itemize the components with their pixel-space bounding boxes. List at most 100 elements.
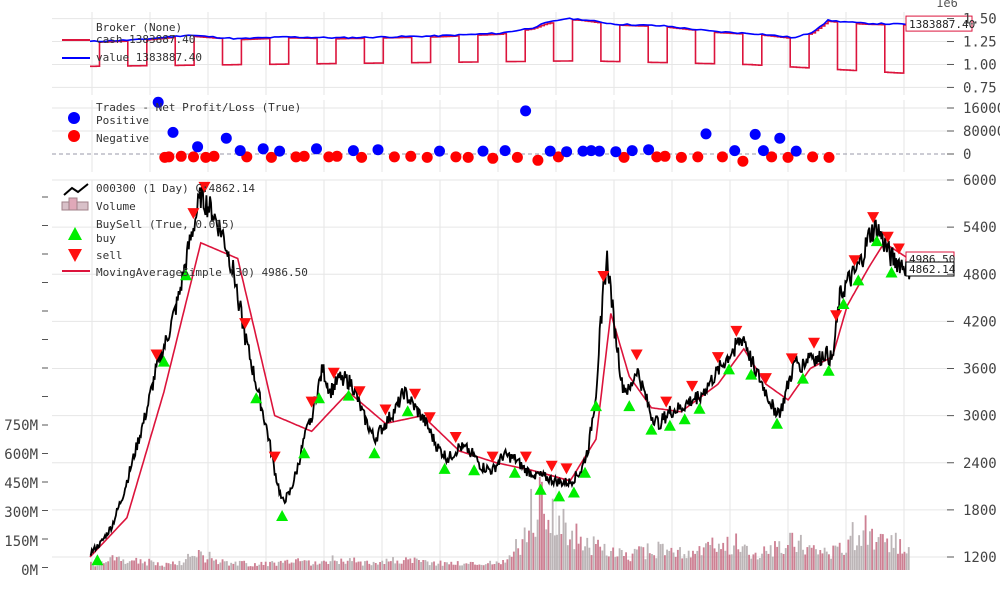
volume-bar-228 xyxy=(582,550,584,570)
volume-bar-210 xyxy=(543,513,545,570)
volume-bar-47 xyxy=(191,555,194,570)
volume-bar-316 xyxy=(771,556,774,570)
volume-bar-42 xyxy=(180,565,183,570)
volume-bar-22 xyxy=(137,563,140,570)
price-legend-label-3: buy xyxy=(96,232,116,245)
sell-marker-16 xyxy=(597,271,610,282)
volume-bar-14 xyxy=(120,561,123,570)
volume-bar-303 xyxy=(743,544,746,570)
volume-bar-145 xyxy=(402,560,405,570)
volume-bar-277 xyxy=(687,550,690,570)
volume-bar-337 xyxy=(817,554,820,570)
volume-bar-244 xyxy=(616,556,619,570)
sell-marker-19 xyxy=(686,380,699,392)
volume-bar-348 xyxy=(840,552,843,570)
volume-bar-218 xyxy=(560,534,563,570)
trade-positive-point-20 xyxy=(626,145,638,157)
volume-bar-251 xyxy=(631,553,634,570)
volume-bar-370 xyxy=(888,552,891,570)
volume-bar-68 xyxy=(236,565,239,570)
broker-ytick-label-2: 1.25 xyxy=(963,35,997,51)
trade-positive-point-16 xyxy=(577,145,589,157)
buy-marker-29 xyxy=(852,274,865,286)
trade-negative-point-19 xyxy=(511,151,523,163)
volume-bar-265 xyxy=(661,543,664,570)
volume-bar-229 xyxy=(584,546,586,570)
volume-bar-188 xyxy=(495,561,498,570)
volume-bar-126 xyxy=(361,565,364,570)
volume-bar-103 xyxy=(312,564,315,570)
sell-marker-3 xyxy=(239,318,252,330)
volume-bar-261 xyxy=(653,555,656,570)
legends: Broker (None)cash 1383887.40 value 138388… xyxy=(61,21,308,279)
buy-marker-24 xyxy=(745,368,758,380)
volume-bar-208 xyxy=(538,477,541,570)
trade-negative-point-21 xyxy=(552,151,564,163)
volume-bar-230 xyxy=(586,537,589,570)
volume-bar-293 xyxy=(722,542,725,570)
volume-bar-365 xyxy=(877,537,880,570)
trade-positive-point-0 xyxy=(152,96,164,108)
volume-bar-271 xyxy=(674,556,677,570)
trade-positive-point-21 xyxy=(643,144,655,156)
volume-bar-211 xyxy=(545,529,548,570)
trade-negative-point-8 xyxy=(290,151,302,163)
volume-bar-226 xyxy=(577,543,580,570)
sell-marker-26 xyxy=(848,255,861,267)
volume-ytick-label-5: 750M xyxy=(4,418,38,434)
price-ytick-label-3: 3000 xyxy=(963,409,997,425)
volume-bar-299 xyxy=(735,533,738,570)
volume-bar-362 xyxy=(871,528,873,570)
volume-bar-232 xyxy=(590,555,593,570)
volume-bar-31 xyxy=(156,562,159,570)
volume-bar-352 xyxy=(849,535,852,570)
volume-bar-106 xyxy=(318,563,321,570)
trades-legend-label-0: Positive xyxy=(96,114,149,127)
sell-marker-23 xyxy=(785,353,798,365)
volume-bar-329 xyxy=(799,534,802,570)
volume-bar-178 xyxy=(474,564,476,570)
volume-bar-141 xyxy=(394,563,397,570)
volume-bar-95 xyxy=(295,559,297,570)
sell-marker-17 xyxy=(630,349,643,361)
volume-bar-139 xyxy=(389,561,392,570)
volume-bar-75 xyxy=(251,566,254,570)
volume-bar-281 xyxy=(696,550,699,570)
volume-bar-76 xyxy=(254,563,256,570)
volume-bar-350 xyxy=(845,552,848,570)
volume-bar-336 xyxy=(815,549,817,570)
volume-bar-119 xyxy=(346,560,349,570)
volume-bar-166 xyxy=(448,564,451,570)
volume-bar-192 xyxy=(504,562,507,570)
sell-marker-13 xyxy=(519,451,532,463)
volume-bar-69 xyxy=(238,560,241,570)
volume-bar-363 xyxy=(873,549,876,570)
broker-legend-title: Broker (None) xyxy=(96,21,182,34)
volume-bar-77 xyxy=(256,565,258,570)
volume-bar-351 xyxy=(847,539,850,570)
trade-positive-point-14 xyxy=(544,145,556,157)
sell-marker-0 xyxy=(150,349,163,361)
volume-bar-184 xyxy=(487,563,489,570)
volume-bar-284 xyxy=(702,547,705,570)
sell-marker-25 xyxy=(830,310,843,322)
volume-bar-121 xyxy=(351,561,353,570)
price-legend-swatch-3 xyxy=(68,227,82,240)
volume-bar-294 xyxy=(724,550,727,570)
broker-scale-label: 1e6 xyxy=(936,0,958,10)
volume-bar-24 xyxy=(141,563,144,570)
volume-bar-107 xyxy=(320,561,323,570)
buy-marker-26 xyxy=(796,372,809,384)
volume-bar-142 xyxy=(396,560,399,570)
trade-negative-point-17 xyxy=(462,151,474,163)
volume-bar-330 xyxy=(802,549,804,570)
volume-bar-52 xyxy=(202,555,205,570)
volume-bar-342 xyxy=(828,554,830,570)
volume-bar-45 xyxy=(187,553,189,570)
broker-panel: 1383887.40 xyxy=(89,15,975,74)
volume-bar-165 xyxy=(446,562,448,570)
trade-positive-point-19 xyxy=(610,146,622,158)
volume-bar-305 xyxy=(748,554,750,570)
volume-bar-10 xyxy=(111,555,114,570)
volume-bar-98 xyxy=(301,560,304,570)
